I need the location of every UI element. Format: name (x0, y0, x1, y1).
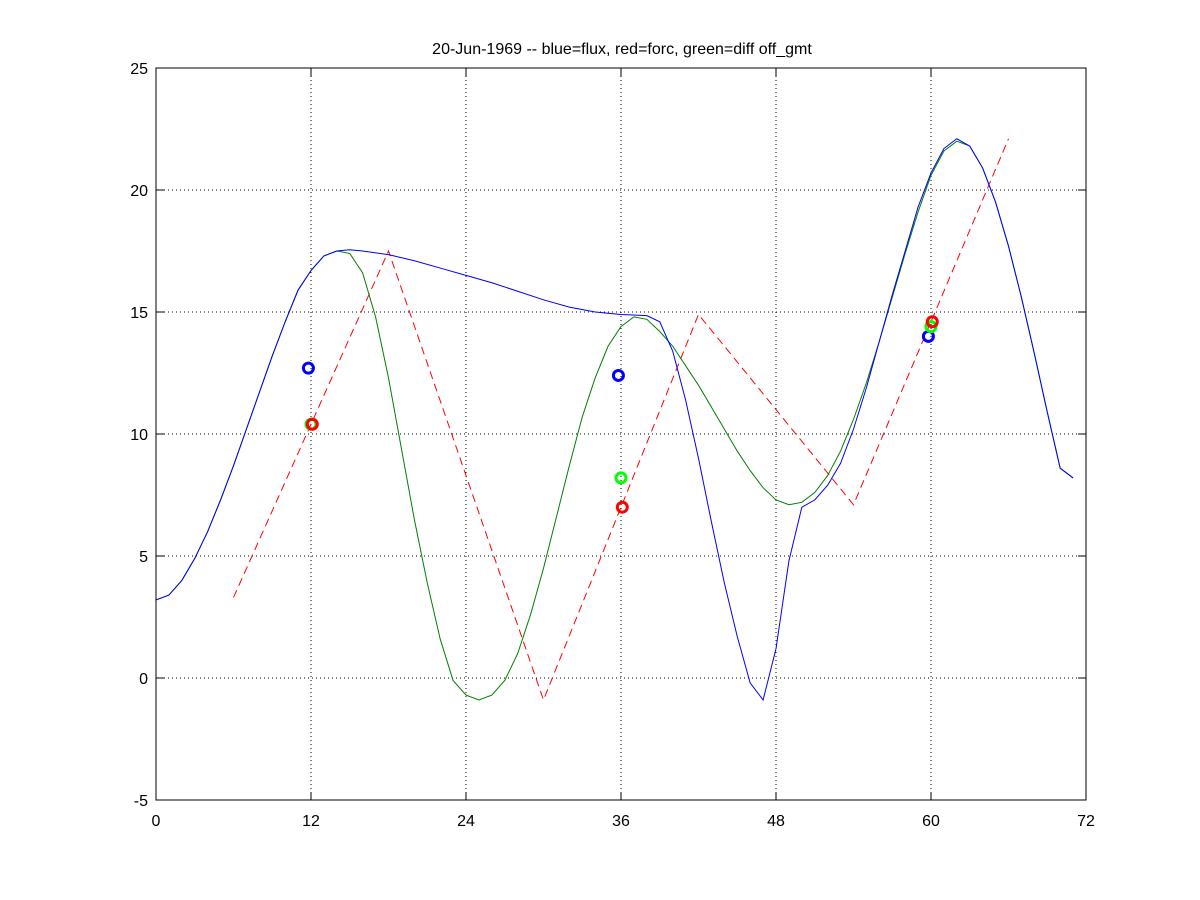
marker-diff (614, 471, 628, 485)
series-lines (155, 138, 1074, 702)
series-markers (301, 315, 939, 514)
marker-flux (301, 361, 315, 375)
x-tick-label: 24 (457, 813, 475, 830)
x-tick-label: 48 (767, 813, 785, 830)
y-tick-label: 5 (139, 549, 148, 566)
chart-title: 20-Jun-1969 -- blue=flux, red=forc, gree… (432, 41, 812, 58)
y-tick-label: 25 (130, 61, 148, 78)
x-tick-label: 0 (152, 813, 161, 830)
x-tick-label: 60 (922, 813, 940, 830)
marker-forc (305, 417, 319, 431)
y-tick-label: 0 (139, 671, 148, 688)
x-tick-label: 72 (1077, 813, 1095, 830)
marker-forc (615, 500, 629, 514)
series-line-forc (233, 138, 1009, 702)
marker-forc (925, 315, 939, 329)
y-tick-label: 20 (130, 183, 148, 200)
y-tick-label: -5 (134, 793, 148, 810)
marker-flux (611, 368, 625, 382)
grid (156, 68, 1086, 800)
x-tick-label: 36 (612, 813, 630, 830)
y-tick-label: 10 (130, 427, 148, 444)
y-tick-label: 15 (130, 305, 148, 322)
series-line-flux (155, 138, 1074, 702)
x-tick-label: 12 (302, 813, 320, 830)
